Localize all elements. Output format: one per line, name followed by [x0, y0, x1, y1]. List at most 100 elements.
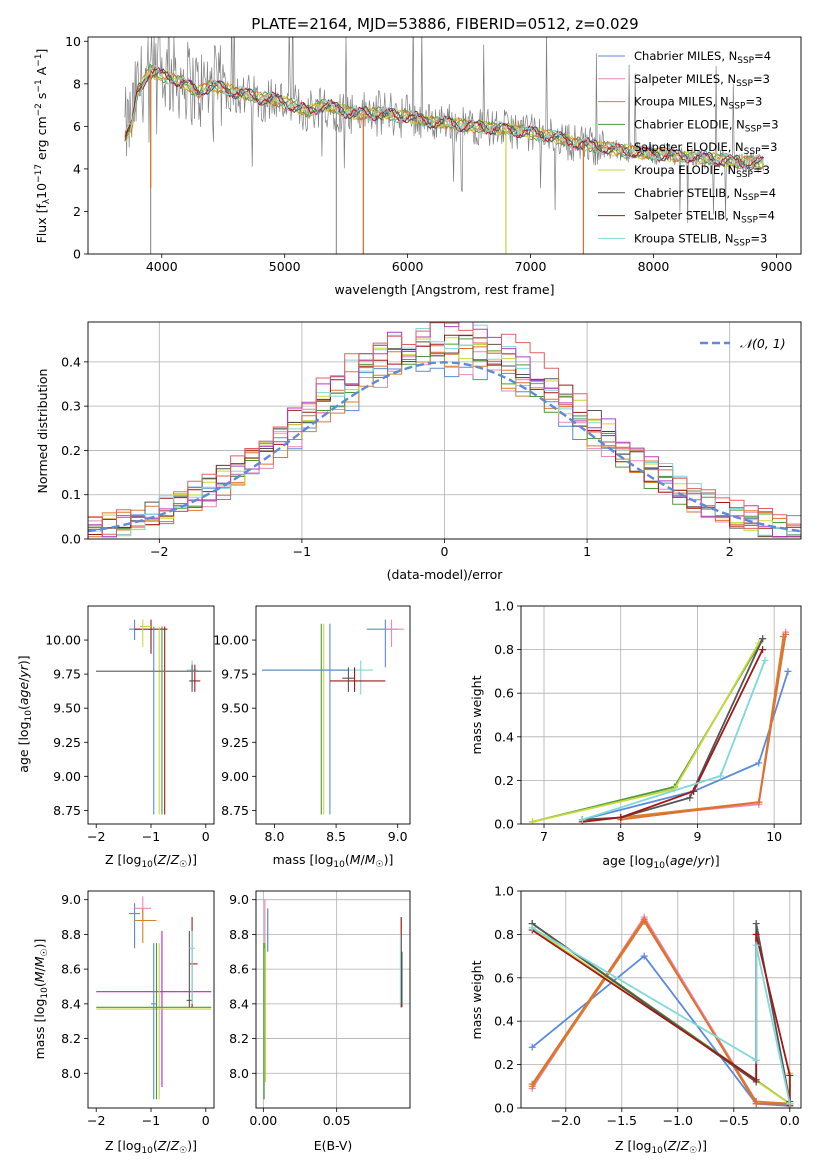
y-tick-label: 8.75 [221, 803, 249, 818]
x-axis-label: wavelength [Angstrom, rest frame] [334, 282, 554, 297]
series-line [531, 927, 791, 1104]
plot-area-massweight_vs_age [529, 628, 792, 824]
y-tick-label: 8.0 [61, 1066, 81, 1081]
legend-label: Kroupa STELIB, NSSP​=3 [634, 231, 767, 248]
axes-massweight_vs_Z: −2.0 −1.5 −1.0 −0.5 0.0 0.0 0.2 0.4 0.6 0.8 1.0 Z [… [469, 884, 802, 1156]
y-tick-label: 9.00 [53, 769, 81, 784]
legend-label: Chabrier STELIB, NSSP​=4 [634, 186, 776, 203]
y-tick-label: 9.00 [221, 769, 249, 784]
y-tick-label: 8 [73, 76, 81, 91]
axis-frame: 4000 5000 6000 7000 8000 9000 0 2 4 6 8 10 wavelengt… [34, 34, 802, 297]
series-marker [759, 635, 767, 643]
series-marker [755, 759, 763, 767]
axis-frame: 7 8 9 10 0.0 0.2 0.4 0.6 0.8 1.0 age [log10​(age/y… [469, 599, 802, 871]
axis-frame: −2 −1 0 8.0 8.2 8.4 8.6 8.8 9.0 Z [log10​(Z/Z☉​)]… [32, 890, 215, 1156]
x-tick-label: 6000 [392, 259, 424, 274]
y-tick-label: 9.25 [221, 735, 249, 750]
y-axis-label: Flux [fλ​10−17​ erg cm−2​ s−1​ A−1​] [34, 49, 52, 244]
legend-label: Chabrier MILES, NSSP​=4 [634, 49, 771, 66]
y-tick-label: 9.75 [221, 667, 249, 682]
y-tick-label: 0 [73, 247, 81, 262]
y-tick-label: 2 [73, 204, 81, 219]
axes-massweight_vs_age: 7 8 9 10 0.0 0.2 0.4 0.6 0.8 1.0 age [log10​(age/y… [469, 599, 802, 871]
y-tick-label: 0.2 [494, 773, 514, 788]
x-tick-label: 2 [726, 544, 734, 559]
y-tick-label: 0.0 [61, 532, 81, 547]
series-marker [755, 798, 763, 806]
normal-curve [88, 361, 801, 533]
y-tick-label: 0.6 [494, 686, 514, 701]
series-marker [690, 787, 698, 795]
series-marker [782, 630, 790, 638]
x-tick-label: 0.00 [249, 1113, 277, 1128]
axis-frame: −2 −1 0 8.75 9.00 9.25 9.50 9.75 10.00 Z [log10​(… [16, 605, 215, 870]
histogram-step [88, 335, 801, 538]
y-tick-label: 8.0 [229, 1066, 249, 1081]
observed-spectrum-line [124, 37, 764, 223]
x-tick-label: 5000 [269, 259, 301, 274]
axes-border [87, 605, 215, 825]
axes-border [255, 605, 411, 825]
axis-frame: −2.0 −1.5 −1.0 −0.5 0.0 0.0 0.2 0.4 0.6 0.8 1.0 Z [… [469, 884, 802, 1156]
x-tick-label: 8 [617, 829, 625, 844]
axes-border [520, 605, 802, 825]
axis-frame: 0.00 0.05 8.0 8.2 8.4 8.6 8.8 9.0 E(B-V) [229, 890, 411, 1153]
y-tick-label: 0.4 [494, 729, 514, 744]
x-tick-label: −1 [142, 1113, 160, 1128]
y-tick-label: 8.75 [53, 803, 81, 818]
x-tick-label: 8000 [638, 259, 670, 274]
legend: Chabrier MILES, NSSP​=4 Salpeter MILES, N… [598, 49, 779, 248]
y-tick-label: 0.2 [61, 443, 81, 458]
series-marker [716, 772, 724, 780]
series-marker [640, 915, 648, 923]
series-marker [784, 667, 792, 675]
y-axis-label: mass weight [469, 960, 484, 1039]
y-tick-label: 0.4 [494, 1014, 514, 1029]
series-marker [529, 818, 537, 824]
series-line [620, 636, 785, 819]
y-tick-label: 9.0 [229, 892, 249, 907]
y-tick-label: 1.0 [494, 884, 514, 899]
y-tick-label: 6 [73, 119, 81, 134]
y-tick-label: 0.6 [494, 970, 514, 985]
y-tick-label: 10.00 [213, 633, 249, 648]
axes-border [87, 890, 215, 1109]
x-tick-label: 0.0 [780, 1113, 800, 1128]
x-axis-label: (data-model)/error [387, 567, 504, 582]
x-tick-label: 7000 [515, 259, 547, 274]
y-tick-label: 9.0 [61, 892, 81, 907]
model-spectrum-line [124, 67, 765, 170]
series-line [531, 918, 790, 1105]
plot-area-spectrum [124, 37, 765, 254]
legend-label: Kroupa MILES, NSSP​=3 [634, 95, 762, 112]
y-tick-label: 8.4 [229, 996, 249, 1011]
y-tick-label: 8.8 [229, 927, 249, 942]
series-marker [786, 1071, 794, 1079]
x-tick-label: 0 [202, 1113, 210, 1128]
x-axis-label: Z [log10​(Z/Z☉​)] [105, 852, 197, 870]
x-tick-label: −2 [87, 1113, 105, 1128]
figure-title: PLATE=2164, MJD=53886, FIBERID=0512, z=0… [251, 15, 638, 33]
y-axis-label: age [log10​(age/yr)] [16, 655, 34, 772]
axes-residuals: −2 −1 0 1 2 0.0 0.1 0.2 0.3 0.4 (data-model)/error… [35, 321, 802, 582]
series-marker [528, 1080, 536, 1088]
axes-border [520, 890, 802, 1109]
y-tick-label: 0.8 [494, 927, 514, 942]
series-marker [752, 1056, 760, 1064]
y-tick-label: 9.50 [53, 701, 81, 716]
legend-label: Chabrier ELODIE, NSSP​=3 [634, 117, 779, 134]
axis-frame: −2 −1 0 1 2 0.0 0.1 0.2 0.3 0.4 (data-model)/error… [35, 321, 802, 582]
histogram-step [88, 322, 801, 535]
grid [256, 891, 410, 1108]
series-marker [528, 1043, 536, 1051]
axis-frame: 8.0 8.5 9.0 8.75 9.00 9.25 9.50 9.75 10.00 mass [… [213, 605, 411, 870]
x-axis-label: Z [log10​(Z/Z☉​)] [105, 1138, 197, 1156]
x-tick-label: 0.05 [323, 1113, 351, 1128]
series-line [532, 642, 760, 823]
y-tick-label: 10.00 [45, 633, 81, 648]
y-tick-label: 0.8 [494, 642, 514, 657]
plot-area-age_vs_mass [262, 619, 404, 815]
axes-mass_vs_Z: −2 −1 0 8.0 8.2 8.4 8.6 8.8 9.0 Z [log10​(Z/Z☉​)]… [32, 890, 215, 1156]
